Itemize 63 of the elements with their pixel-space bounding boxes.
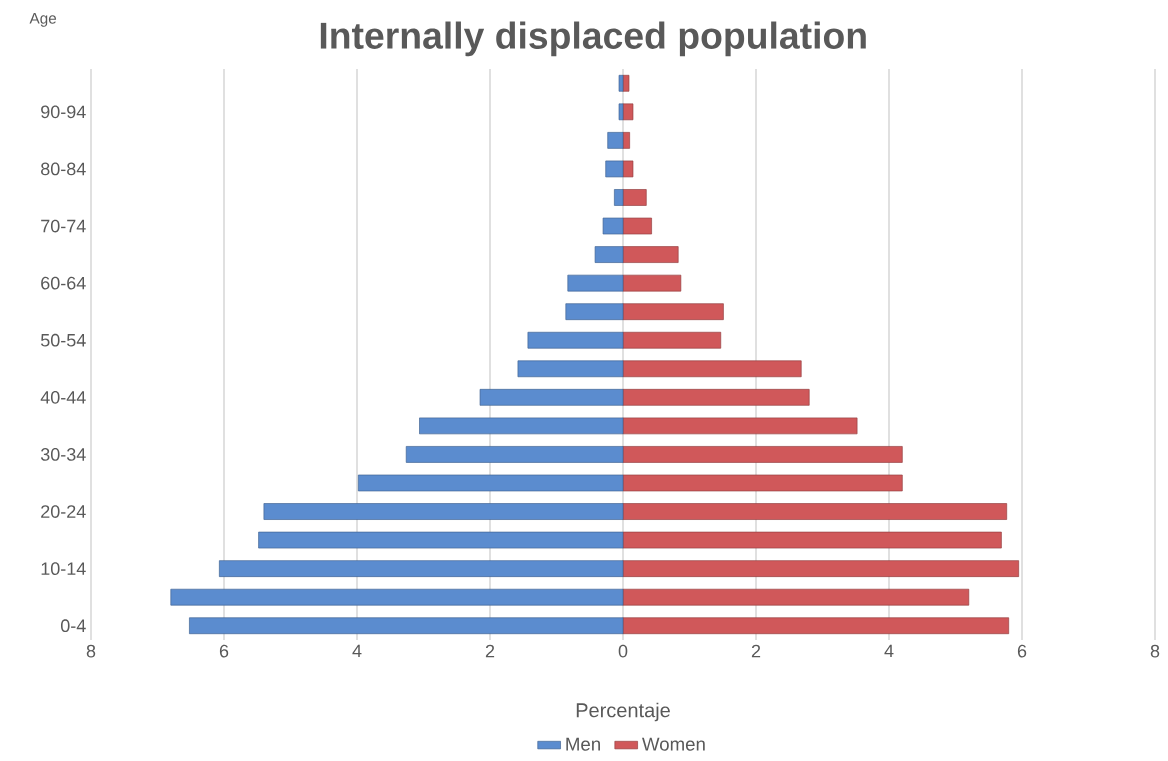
bar — [357, 474, 624, 492]
bar — [517, 360, 624, 378]
bar — [618, 103, 624, 121]
bar — [622, 246, 679, 263]
y-tick-label: 60-64 — [41, 276, 86, 290]
bar — [622, 74, 630, 92]
chart-title: Internally displaced population — [320, 21, 866, 57]
x-tick-label: 0 — [618, 644, 628, 658]
bar — [622, 331, 722, 349]
bar — [622, 560, 1020, 577]
bar — [622, 503, 1008, 520]
x-tick-label: 2 — [485, 644, 495, 658]
y-tick-label: 40-44 — [40, 390, 86, 404]
x-tick-label: 8 — [1150, 644, 1160, 658]
y-tick-label: 10-14 — [41, 562, 86, 575]
bar — [419, 417, 624, 435]
bar — [622, 274, 682, 292]
y-tick-label: 70-74 — [41, 219, 86, 233]
y-tick-label: 80-84 — [41, 162, 86, 176]
bar — [258, 531, 624, 549]
bar — [405, 446, 624, 463]
y-tick-label: 30-34 — [40, 448, 86, 461]
x-tick-label: 6 — [1017, 644, 1027, 658]
bar — [602, 217, 624, 235]
x-tick-label: 4 — [884, 644, 894, 658]
bar — [622, 303, 724, 321]
bar — [622, 389, 810, 406]
legend-label: Men — [566, 737, 600, 751]
x-tick-label: 8 — [86, 644, 96, 658]
bar — [605, 160, 624, 178]
bar — [618, 74, 624, 92]
bar — [622, 417, 858, 435]
bar — [622, 588, 970, 606]
bar — [622, 474, 903, 492]
y-tick-label: 0-4 — [60, 619, 86, 633]
bar — [565, 303, 624, 321]
bar — [622, 617, 1010, 635]
y-tick-label: 20-24 — [41, 505, 86, 518]
y-tick-label: 90-94 — [41, 105, 86, 119]
bar — [527, 331, 624, 349]
y-tick-label: 50-54 — [40, 333, 86, 347]
y-axis-title: Age — [29, 13, 57, 27]
bar — [607, 132, 624, 149]
bar — [622, 531, 1002, 549]
x-axis-title: Percentaje — [576, 702, 670, 722]
bar — [567, 274, 624, 292]
bar — [622, 360, 802, 378]
bar — [594, 246, 624, 263]
bar — [170, 588, 624, 606]
bar — [614, 189, 624, 206]
bar — [622, 446, 903, 463]
x-tick-label: 4 — [352, 644, 362, 658]
bar — [622, 103, 634, 121]
bar — [263, 503, 624, 520]
x-tick-label: 2 — [751, 644, 761, 658]
legend-label: Women — [642, 737, 705, 751]
x-tick-label: 6 — [219, 644, 229, 658]
bar — [479, 389, 624, 406]
bar — [622, 217, 652, 235]
bar — [622, 160, 634, 178]
bar — [622, 189, 647, 206]
bar — [189, 617, 624, 635]
bar — [219, 560, 624, 577]
